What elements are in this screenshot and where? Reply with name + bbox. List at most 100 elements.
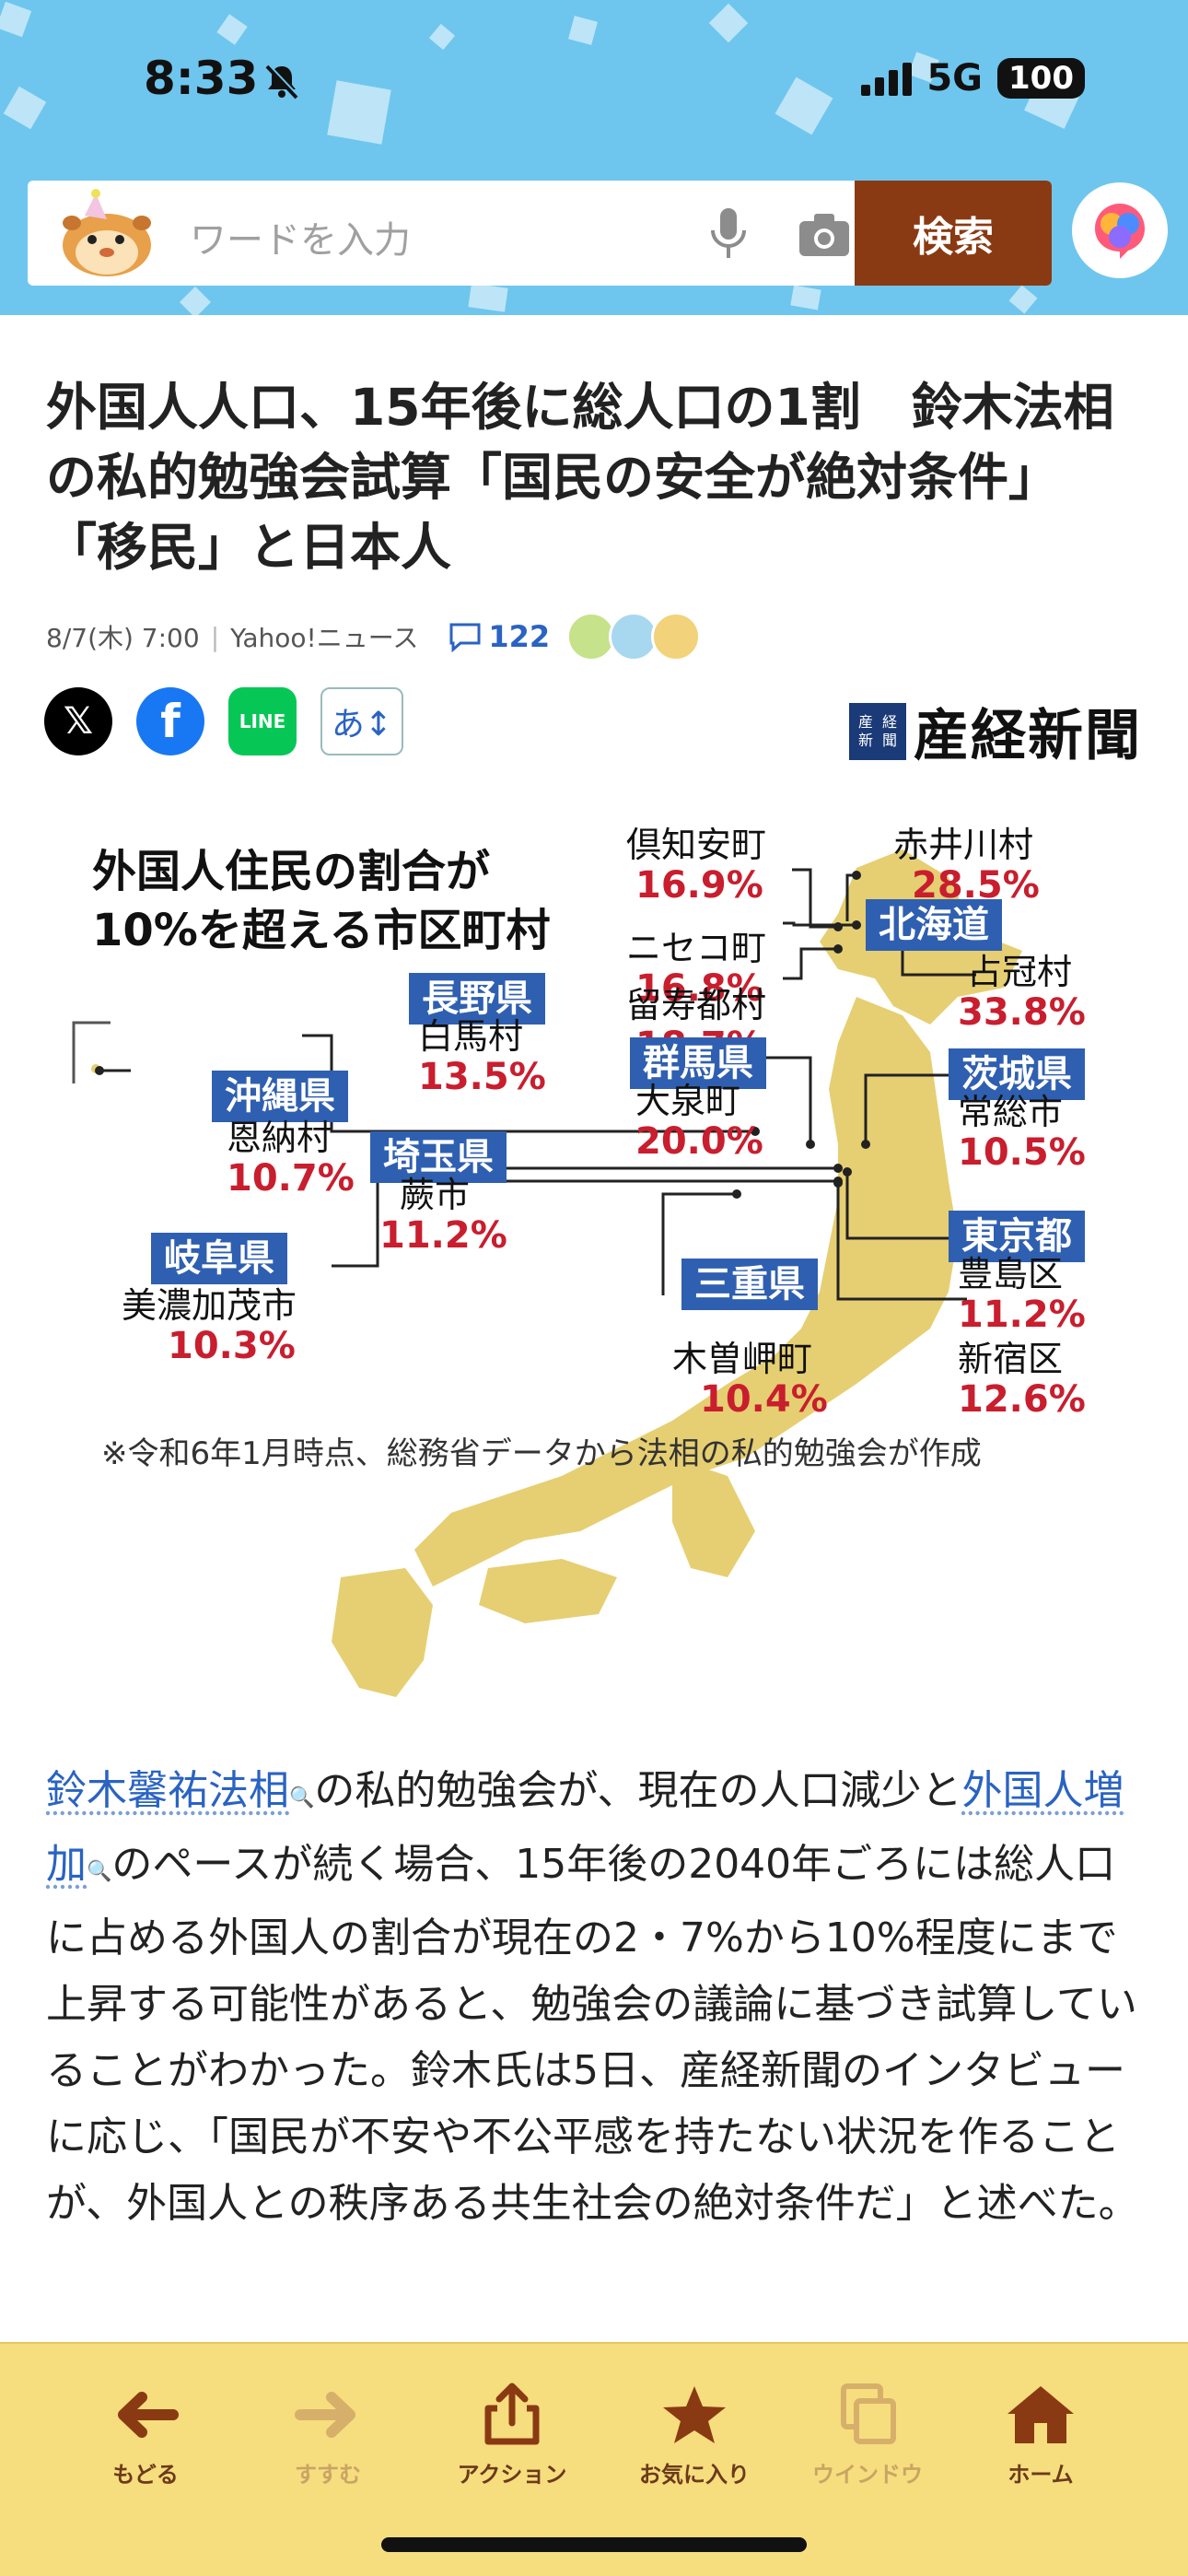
window-icon	[841, 2383, 896, 2444]
network-type: 5G	[926, 57, 984, 100]
action-button[interactable]: アクション	[438, 2383, 586, 2488]
town-name: 豊島区	[958, 1254, 1064, 1294]
home-indicator	[381, 2537, 807, 2552]
bottom-toolbar: もどる すすむ アクション お気に入り ウインドウ	[0, 2342, 1188, 2576]
status-right: 5G 100	[861, 57, 1085, 100]
reaction-face-icon	[609, 612, 659, 662]
map-caption: ※令和6年1月時点、総務省データから法相の私的勉強会が作成	[101, 1435, 982, 1472]
keyword-link[interactable]: 外国人増加	[46, 1767, 1124, 1888]
battery-indicator: 100	[997, 58, 1085, 99]
confetti-decoration	[790, 285, 821, 310]
body-text-segment: の私的勉強会が、現在の人口減少と	[314, 1767, 962, 1814]
map-title: 外国人住民の割合が 10%を超える市区町村	[92, 846, 551, 956]
prefecture-label: 北海道	[866, 899, 1002, 951]
town-percent: 11.2%	[958, 1294, 1086, 1336]
prefecture-label: 埼玉県	[370, 1131, 507, 1183]
town-percent: 13.5%	[418, 1056, 546, 1098]
article-meta: 8/7(木) 7:00 | Yahoo!ニュース 122	[46, 612, 702, 662]
town-percent: 10.3%	[168, 1325, 296, 1367]
facebook-icon: f	[160, 695, 181, 748]
town-name: 美濃加茂市	[122, 1285, 297, 1326]
publisher-seal-icon: 産経 新聞	[849, 702, 906, 760]
confetti-decoration	[3, 86, 47, 130]
share-buttons: 𝕏 f LINE あ↕	[44, 687, 403, 755]
share-facebook-button[interactable]: f	[136, 687, 204, 755]
share-line-button[interactable]: LINE	[228, 687, 297, 755]
microphone-icon[interactable]	[696, 201, 761, 265]
prefecture-label: 長野県	[409, 973, 545, 1025]
town-name: 占冠村	[967, 952, 1073, 992]
article: 外国人人口、15年後に総人口の1割 鈴木法相の私的勉強会試算「国民の安全が絶対条…	[0, 315, 1188, 2342]
assistant-button[interactable]	[1072, 182, 1168, 278]
confetti-decoration	[708, 3, 749, 43]
favorites-button[interactable]: お気に入り	[621, 2383, 768, 2488]
search-icon: 🔍	[289, 1786, 315, 1809]
search-button[interactable]: 検索	[855, 181, 1052, 286]
town-percent: 20.0%	[635, 1120, 763, 1163]
article-map-image: 外国人住民の割合が 10%を超える市区町村 倶知安町 16.9% 赤井川村 28…	[46, 813, 1142, 1771]
meta-divider: |	[210, 621, 220, 652]
town-percent: 16.8%	[635, 967, 763, 1010]
prefecture-label: 東京都	[949, 1211, 1085, 1262]
publisher-logo[interactable]: 産経 新聞 産経新聞	[849, 691, 1142, 771]
town-percent: 16.9%	[635, 864, 763, 907]
status-time: 8:33	[144, 52, 259, 105]
x-icon: 𝕏	[63, 700, 94, 743]
window-button[interactable]: ウインドウ	[794, 2383, 941, 2488]
town-name: 新宿区	[958, 1339, 1064, 1379]
confetti-decoration	[0, 1, 32, 38]
prefecture-label: 群馬県	[630, 1037, 766, 1089]
comment-icon[interactable]	[448, 621, 483, 652]
town-name: 恩納村	[227, 1118, 332, 1158]
search-input[interactable]: ワードを入力	[190, 219, 411, 262]
assistant-icon	[1095, 204, 1145, 259]
publisher-name: 産経新聞	[914, 704, 1142, 768]
confetti-decoration	[216, 14, 248, 45]
town-percent: 10.4%	[700, 1378, 828, 1421]
town-name: 白馬村	[418, 1016, 524, 1057]
town-percent: 10.7%	[227, 1157, 355, 1200]
article-headline: 外国人人口、15年後に総人口の1割 鈴木法相の私的勉強会試算「国民の安全が絶対条…	[46, 378, 1114, 577]
town-name: 倶知安町	[626, 825, 767, 865]
font-size-button[interactable]: あ↕	[320, 687, 403, 755]
share-x-button[interactable]: 𝕏	[44, 687, 112, 755]
arrow-left-icon	[118, 2392, 179, 2438]
back-button[interactable]: もどる	[72, 2383, 219, 2488]
signal-icon	[861, 61, 913, 96]
home-button[interactable]: ホーム	[967, 2383, 1114, 2488]
confetti-decoration	[775, 76, 833, 135]
confetti-decoration	[568, 16, 598, 45]
confetti-decoration	[180, 287, 211, 315]
confetti-decoration	[1008, 285, 1038, 314]
mascot-logo-icon	[63, 189, 151, 276]
home-icon	[1007, 2386, 1074, 2443]
line-icon: LINE	[239, 710, 286, 732]
search-bar[interactable]: ワードを入力 検索	[28, 181, 1052, 286]
town-name: 大泉町	[635, 1081, 741, 1121]
town-name: 蕨市	[400, 1175, 471, 1215]
reaction-faces[interactable]	[566, 612, 702, 662]
star-icon	[663, 2386, 726, 2443]
town-name: 赤井川村	[893, 825, 1034, 865]
search-icon: 🔍	[87, 1860, 112, 1883]
confetti-decoration	[327, 80, 391, 145]
browser-header: 8:33 5G 100	[0, 0, 1188, 315]
body-text-segment: のペースが続く場合、15年後の2040年ごろには総人口に占める外国人の割合が現在…	[46, 1841, 1139, 2227]
comment-count[interactable]: 122	[488, 619, 551, 654]
keyword-link[interactable]: 鈴木馨祐法相	[46, 1767, 289, 1814]
town-name: 常総市	[958, 1092, 1064, 1132]
town-percent: 10.5%	[958, 1131, 1086, 1174]
camera-icon[interactable]	[792, 203, 856, 267]
article-source: Yahoo!ニュース	[230, 623, 419, 653]
forward-button[interactable]: すすむ	[254, 2383, 402, 2488]
prefecture-label: 沖縄県	[212, 1071, 348, 1122]
prefecture-label: 三重県	[681, 1259, 818, 1310]
arrow-right-icon	[295, 2392, 355, 2438]
town-name: ニセコ町	[626, 928, 767, 968]
article-date: 8/7(木) 7:00	[46, 623, 200, 653]
prefecture-label: 茨城県	[949, 1048, 1085, 1100]
share-action-icon	[484, 2383, 540, 2445]
bell-muted-icon	[265, 64, 299, 100]
town-percent: 11.2%	[379, 1214, 507, 1257]
